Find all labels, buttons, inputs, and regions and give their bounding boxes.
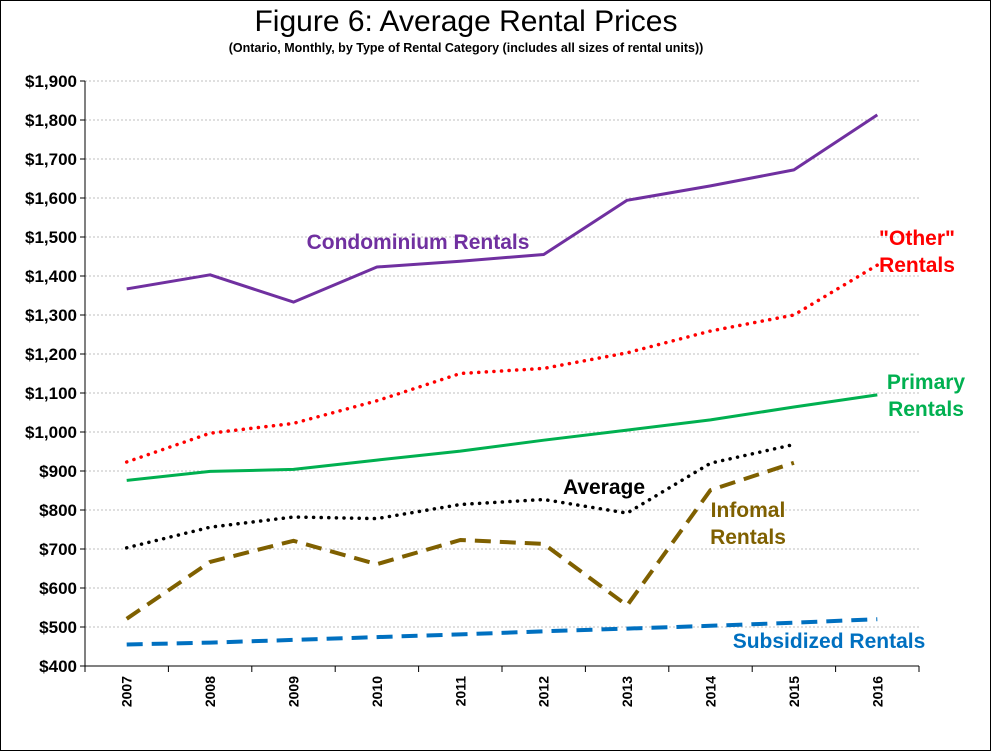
y-tick-label: $500 [39,618,77,637]
series-labels: Condominium Rentals "Other" RentalsPrimary… [307,227,966,653]
gridlines [85,80,919,628]
x-tick-label: 2016 [869,676,885,707]
series-label-line: Rentals [879,254,955,277]
series-lines [124,113,880,647]
series-label-2: Primary Rentals [887,371,966,421]
y-tick-label: $800 [39,501,77,520]
x-tick-label: 2008 [202,676,218,707]
y-tick-label: $600 [39,579,77,598]
y-tick-label: $1,900 [25,72,77,91]
y-tick-label: $1,400 [25,267,77,286]
y-tick-label: $1,300 [25,306,77,325]
y-tick-label: $1,200 [25,345,77,364]
x-tick-label: 2010 [369,676,385,707]
series-label-line: Average [563,476,645,499]
x-tick-label: 2014 [703,676,719,707]
series-label-line: Condominium Rentals [307,231,530,254]
x-tick-label: 2009 [286,676,302,707]
y-tick-label: $700 [39,540,77,559]
series-line-0 [126,113,879,304]
series-line-5 [126,617,878,647]
chart-subtitle: (Ontario, Monthly, by Type of Rental Cat… [228,41,704,55]
x-tick-label: 2015 [786,676,802,707]
series-label-line: "Other" [879,227,955,250]
y-tick-label: $1,700 [25,150,77,169]
chart-title: Figure 6: Average Rental Prices [254,5,678,38]
series-label-4: Infomal Rentals [710,499,786,549]
series-label-5: Subsidized Rentals [733,630,926,653]
y-tick-label: $1,000 [25,423,77,442]
series-label-line: Subsidized Rentals [733,630,926,653]
series-label-line: Rentals [888,398,964,421]
y-tick-label: $1,600 [25,189,77,208]
x-tick-label: 2011 [452,676,468,707]
y-tick-label: $1,500 [25,228,77,247]
series-line-2 [126,393,878,482]
axes: $400 $500 $600 $700 $800 $900 $1,000 $1,100 $1,2… [25,72,920,707]
series-line-1 [124,263,880,464]
series-label-line: Rentals [710,526,786,549]
series-line-4 [125,460,795,621]
y-tick-label: $1,100 [25,384,77,403]
x-tick-label: 2013 [619,676,635,707]
x-tick-label: 2007 [119,676,135,707]
y-tick-label: $400 [39,657,77,676]
series-line-3 [124,442,796,550]
series-label-3: Average [563,476,645,499]
y-tick-label: $900 [39,462,77,481]
series-label-0: Condominium Rentals [307,231,530,254]
y-tick-label: $1,800 [25,111,77,130]
series-label-line: Infomal [711,499,786,522]
x-tick-label: 2012 [536,676,552,707]
series-label-1: "Other" Rentals [879,227,955,277]
series-label-line: Primary [887,371,966,394]
